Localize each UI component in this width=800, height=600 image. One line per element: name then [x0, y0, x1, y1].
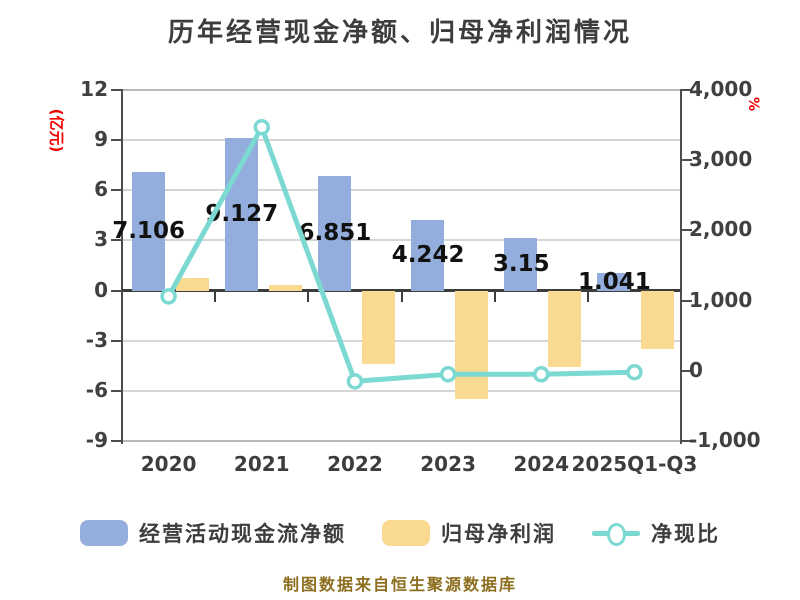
legend-item: 经营活动现金流净额 — [80, 518, 346, 548]
bar-net-profit — [455, 290, 489, 400]
right-axis-tick — [681, 229, 692, 232]
bar-operating-cash-flow — [317, 176, 351, 291]
legend-item: 归母净利润 — [382, 518, 556, 548]
gridline — [122, 239, 681, 242]
ratio-point-marker — [346, 373, 364, 390]
left-axis-tick-label: 6 — [94, 177, 108, 202]
legend-label: 归母净利润 — [441, 522, 556, 546]
x-axis-category-label: 2025Q1-Q3 — [571, 452, 698, 476]
bar-net-profit — [268, 285, 302, 291]
bar-value-label: 6.851 — [298, 220, 372, 247]
bar-net-profit — [641, 290, 675, 350]
x-axis-category-label: 2020 — [140, 452, 197, 476]
left-axis-tick — [111, 339, 122, 342]
ratio-polyline — [166, 124, 637, 384]
left-axis-tick-label: 12 — [80, 77, 108, 101]
x-axis-category-label: 2022 — [327, 452, 383, 476]
ratio-point-marker — [439, 366, 457, 383]
right-axis-tick-label: 3,000 — [689, 147, 753, 172]
legend-label: 净现比 — [651, 522, 720, 546]
chart-title: 历年经营现金净额、归母净利润情况 — [167, 18, 632, 48]
left-axis-tick — [111, 139, 122, 142]
x-axis-tick — [307, 291, 310, 302]
right-axis-tick-label: 0 — [689, 357, 703, 382]
plot-top-border — [122, 89, 681, 91]
left-axis-tick — [111, 89, 122, 91]
bar-net-profit — [548, 290, 582, 368]
legend-bar-swatch — [382, 520, 430, 546]
zero-baseline — [122, 289, 681, 293]
data-source-caption: 制图数据来自恒生聚源数据库 — [282, 575, 517, 594]
left-axis-tick — [111, 239, 122, 242]
bar-net-profit — [175, 278, 209, 291]
right-axis-tick — [681, 299, 692, 302]
right-axis-tick-label: -1,000 — [689, 428, 761, 452]
ratio-point-marker — [626, 363, 643, 381]
plot-bottom-border — [122, 440, 681, 442]
gridline — [122, 189, 681, 192]
left-axis-tick — [111, 440, 122, 442]
legend-label: 经营活动现金流净额 — [139, 522, 346, 546]
x-axis-tick — [214, 291, 217, 302]
gridline — [122, 389, 681, 392]
x-axis-category-label: 2021 — [233, 452, 290, 476]
legend-marker-dot — [607, 523, 626, 546]
bar-operating-cash-flow — [131, 171, 165, 291]
x-axis-tick — [400, 291, 403, 302]
bar-net-profit — [361, 290, 395, 365]
right-axis-tick — [681, 159, 692, 162]
right-axis-tick-label: 2,000 — [689, 217, 753, 242]
left-axis-tick-label: 9 — [94, 127, 108, 152]
left-axis-tick — [111, 289, 122, 292]
left-axis-tick — [111, 189, 122, 192]
right-axis-tick-label: 4,000 — [689, 77, 753, 101]
left-axis-tick-label: 0 — [94, 277, 108, 302]
left-axis-tick-label: -9 — [85, 428, 108, 452]
legend-item: 净现比 — [592, 518, 720, 548]
bar-value-label: 3.15 — [492, 251, 550, 278]
gridline — [122, 139, 681, 142]
ratio-point-marker — [533, 366, 550, 383]
bar-operating-cash-flow — [504, 237, 538, 291]
right-axis-tick — [681, 89, 692, 91]
left-axis-tick — [111, 389, 122, 392]
right-axis-tick — [681, 440, 692, 442]
left-axis-tick-label: 3 — [94, 227, 108, 252]
legend-bar-swatch — [80, 520, 128, 546]
bar-operating-cash-flow — [411, 219, 445, 291]
ratio-point-marker — [160, 288, 177, 305]
chart-legend: 经营活动现金流净额 归母净利润 净现比 — [0, 518, 800, 548]
left-axis-tick-label: -6 — [85, 377, 108, 402]
x-axis-category-label: 2024 — [513, 452, 570, 476]
bar-value-label: 7.106 — [112, 218, 185, 245]
right-axis-tick-label: 1,000 — [689, 287, 753, 312]
legend-line-marker-swatch — [592, 520, 640, 546]
bar-operating-cash-flow — [597, 273, 631, 291]
left-axis-line — [121, 89, 123, 444]
x-axis-tick — [493, 291, 496, 302]
bar-value-label: 1.041 — [578, 268, 651, 295]
gridline — [122, 339, 681, 342]
x-axis-category-label: 2023 — [420, 452, 476, 476]
bar-value-label: 4.242 — [391, 242, 465, 269]
left-axis-tick-label: -3 — [85, 327, 108, 352]
right-axis-tick — [681, 369, 692, 372]
right-axis-line — [680, 89, 682, 444]
x-axis-tick — [586, 291, 589, 302]
ratio-point-marker — [253, 118, 270, 136]
